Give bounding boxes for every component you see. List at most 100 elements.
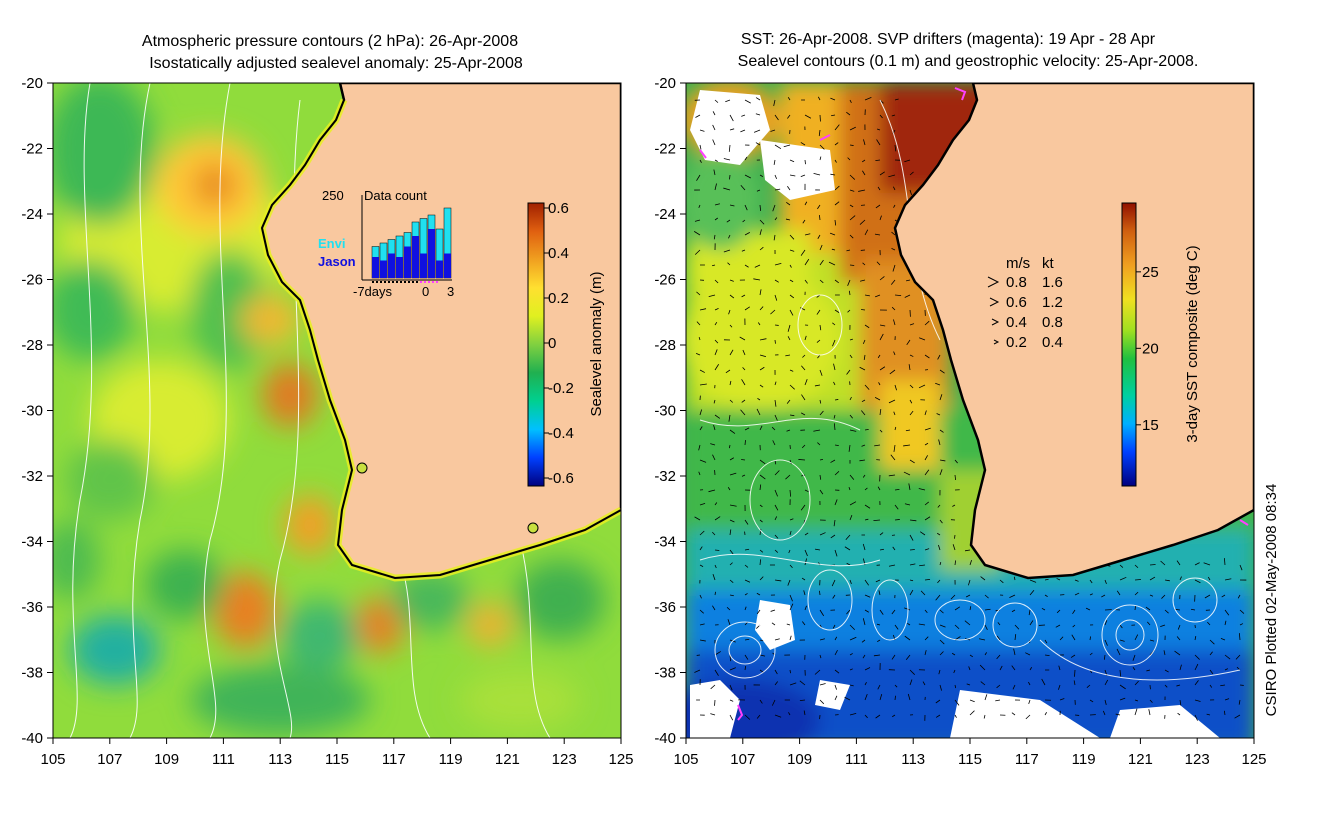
left-lat-label: -30 xyxy=(21,403,43,420)
right-colorbar-ticks: 25 20 15 xyxy=(1136,264,1159,434)
left-lon-label: 113 xyxy=(268,751,292,768)
right-lon-label: 121 xyxy=(1128,751,1153,768)
right-lat-label: -28 xyxy=(654,337,676,354)
left-lat-label: -40 xyxy=(21,730,43,747)
right-lat-label: -26 xyxy=(654,272,676,289)
inset-bar-jason xyxy=(372,257,379,278)
left-lon-label: 119 xyxy=(439,751,463,768)
left-lat-label: -24 xyxy=(21,206,43,223)
velocity-kt-value: 1.2 xyxy=(1042,294,1063,311)
right-colorbar-tick: 20 xyxy=(1142,340,1159,357)
left-colorbar: 0.6 0.4 0.2 0 -0.2 -0.4 -0.6 Sealevel anomaly … xyxy=(527,200,605,487)
inset-axis-right: 3 xyxy=(447,284,454,299)
left-axes: -20 -22 -24 -26 -28 -30 -32 -34 -36 -38 -40 105 107 1… xyxy=(21,75,633,768)
cloud-mask xyxy=(690,90,1220,738)
right-lon-label: 115 xyxy=(958,751,982,768)
data-count-inset: 250 Data count Envi Jason -7days 0 3 xyxy=(318,188,454,299)
left-lat-label: -34 xyxy=(21,534,43,551)
velocity-legend-arrow xyxy=(989,297,1000,307)
right-lat-label: -32 xyxy=(654,468,676,485)
velocity-kt-value: 1.6 xyxy=(1042,274,1063,291)
inset-axis-zero: 0 xyxy=(422,284,429,299)
right-lon-label: 117 xyxy=(1015,751,1039,768)
right-colorbar-label: 3-day SST composite (deg C) xyxy=(1184,245,1201,442)
left-colorbar-ticks: 0.6 0.4 0.2 0 -0.2 -0.4 -0.6 xyxy=(544,200,574,487)
inset-bar-jason xyxy=(444,253,451,278)
right-axes: -20 -22 -24 -26 -28 -30 -32 -34 -36 -38 -40 105 107 1… xyxy=(654,75,1266,768)
left-lat-label: -38 xyxy=(21,665,43,682)
velocity-legend-arrow xyxy=(993,339,1000,345)
left-colorbar-tick: -0.2 xyxy=(548,380,574,397)
left-lat-label: -32 xyxy=(21,468,43,485)
right-lon-label: 107 xyxy=(730,751,755,768)
inset-bar-jason xyxy=(404,246,411,278)
left-lat-label: -36 xyxy=(21,599,43,616)
left-colorbar-tick: 0 xyxy=(548,335,556,352)
right-lon-label: 105 xyxy=(673,751,698,768)
velocity-legend-arrow xyxy=(987,276,1000,288)
left-lat-label: -22 xyxy=(21,141,43,158)
velocity-kt-value: 0.4 xyxy=(1042,334,1063,351)
left-lat-label: -26 xyxy=(21,272,43,289)
left-colorbar-ramp xyxy=(527,202,545,487)
plot-credit: CSIRO Plotted 02-May-2008 08:34 xyxy=(1263,484,1280,717)
left-map xyxy=(53,83,621,738)
left-lon-label: 125 xyxy=(608,751,633,768)
left-colorbar-tick: -0.4 xyxy=(548,425,574,442)
inset-axis-left: -7days xyxy=(353,284,393,299)
left-lon-label: 117 xyxy=(382,751,406,768)
velocity-ms-value: 0.4 xyxy=(1006,314,1027,331)
velocity-legend-arrow xyxy=(991,318,1000,326)
left-title-line2: Isostatically adjusted sealevel anomaly:… xyxy=(149,55,523,72)
inset-bar-jason xyxy=(388,253,395,278)
left-colorbar-tick: 0.4 xyxy=(548,245,569,262)
right-title-line2: Sealevel contours (0.1 m) and geostrophi… xyxy=(738,53,1199,70)
left-colorbar-label: Sealevel anomaly (m) xyxy=(588,271,605,416)
left-lon-label: 107 xyxy=(97,751,122,768)
right-lon-label: 125 xyxy=(1241,751,1266,768)
left-lon-label: 123 xyxy=(552,751,577,768)
inset-legend-envi: Envi xyxy=(318,236,345,251)
inset-bar-jason xyxy=(420,253,427,278)
velocity-ms-value: 0.6 xyxy=(1006,294,1027,311)
left-lon-label: 111 xyxy=(212,751,235,768)
inset-bars xyxy=(371,207,452,279)
left-lon-label: 109 xyxy=(154,751,179,768)
left-colorbar-tick: 0.6 xyxy=(548,200,569,217)
right-lat-label: -36 xyxy=(654,599,676,616)
velocity-kt-value: 0.8 xyxy=(1042,314,1063,331)
right-colorbar-ramp xyxy=(1121,202,1137,487)
right-lat-label: -30 xyxy=(654,403,676,420)
right-lon-label: 109 xyxy=(787,751,812,768)
inset-title: Data count xyxy=(364,188,427,203)
inset-max-label: 250 xyxy=(322,188,344,203)
left-lat-label: -20 xyxy=(21,75,43,92)
inset-bar-jason xyxy=(380,260,387,278)
sealevel-anomaly-field xyxy=(53,83,605,735)
inset-bar-jason xyxy=(428,229,435,278)
right-lat-label: -24 xyxy=(654,206,676,223)
right-lat-label: -34 xyxy=(654,534,676,551)
right-lat-label: -22 xyxy=(654,141,676,158)
inset-bar-jason xyxy=(412,236,419,278)
left-title-line1: Atmospheric pressure contours (2 hPa): 2… xyxy=(142,33,518,50)
inset-legend-jason: Jason xyxy=(318,254,356,269)
left-lon-label: 121 xyxy=(495,751,520,768)
svp-drifter-tracks xyxy=(699,87,1249,721)
inset-bar-jason xyxy=(396,257,403,278)
left-lat-label: -28 xyxy=(21,337,43,354)
right-colorbar-tick: 25 xyxy=(1142,264,1159,281)
right-title-line1: SST: 26-Apr-2008. SVP drifters (magenta)… xyxy=(741,31,1156,48)
right-colorbar-tick: 15 xyxy=(1142,417,1159,434)
right-australia-land xyxy=(893,83,1254,580)
right-lat-label: -40 xyxy=(654,730,676,747)
right-colorbar: 25 20 15 3-day SST composite (deg C) xyxy=(1121,202,1201,487)
left-colorbar-tick: 0.2 xyxy=(548,290,569,307)
right-lon-label: 111 xyxy=(845,751,868,768)
inset-bar-jason xyxy=(436,260,443,278)
velocity-header-kt: kt xyxy=(1042,255,1055,272)
right-lon-label: 119 xyxy=(1072,751,1096,768)
left-lon-label: 115 xyxy=(325,751,349,768)
right-lon-label: 123 xyxy=(1185,751,1210,768)
